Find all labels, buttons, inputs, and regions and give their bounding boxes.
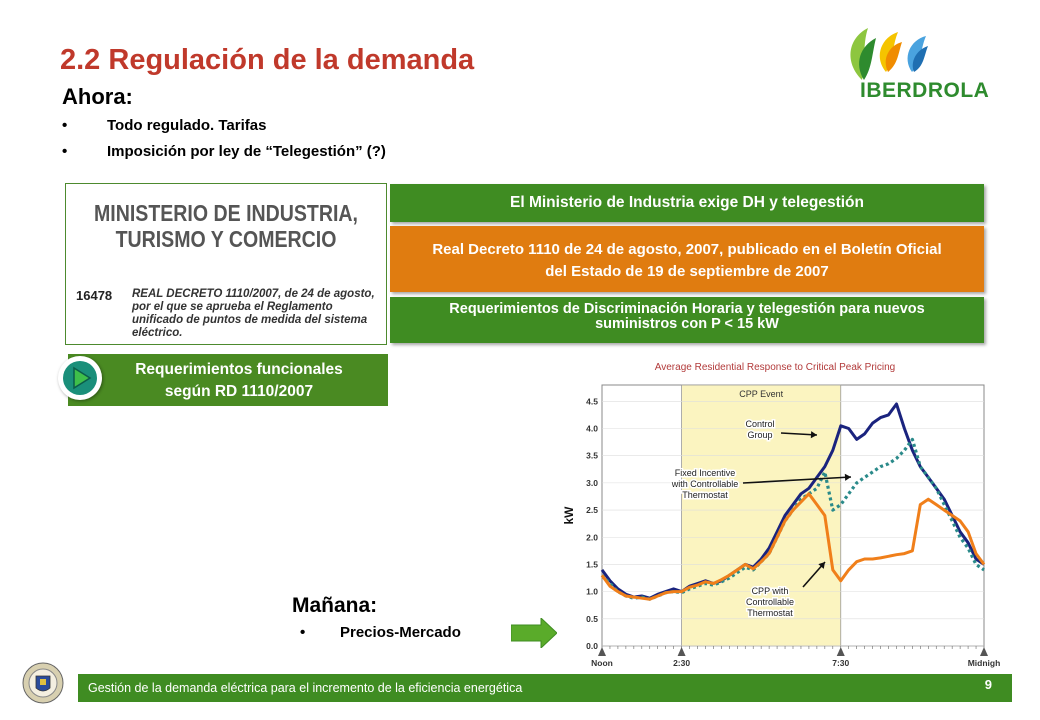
slide-title: 2.2 Regulación de la demanda xyxy=(60,44,475,76)
x-marker-triangle xyxy=(980,647,988,656)
y-tick-label: 0.0 xyxy=(586,641,598,651)
x-marker-triangle xyxy=(677,647,686,656)
x-marker-label: Noon xyxy=(591,658,613,668)
y-tick-label: 3.0 xyxy=(586,478,598,488)
now-bullet-text-2: Imposición por ley de “Telegestión” (?) xyxy=(107,143,386,160)
right-arrow-icon xyxy=(511,618,557,648)
footer-text: Gestión de la demanda eléctrica para el … xyxy=(88,681,523,695)
cpp-response-chart: Average Residential Response to Critical… xyxy=(562,362,1001,668)
y-tick-label: 4.0 xyxy=(586,424,598,434)
annotation-fixed-arrow-head xyxy=(844,473,851,481)
now-bullet-text-1: Todo regulado. Tarifas xyxy=(107,117,267,134)
bullet-marker: • xyxy=(62,117,68,134)
annotation-fixed-incentive-line: with Controllable xyxy=(671,479,739,489)
annotation-cpp-arrow-head xyxy=(818,562,825,569)
functional-requirements-button[interactable]: Requerimientos funcionales según RD 1110… xyxy=(68,354,388,406)
tomorrow-heading: Mañana: xyxy=(292,594,378,617)
now-bullet-1: • Todo regulado. Tarifas xyxy=(62,117,266,134)
play-arrow-icon[interactable] xyxy=(58,356,102,400)
y-tick-label: 2.0 xyxy=(586,532,598,542)
decree-text: REAL DECRETO 1110/2007, de 24 de agosto,… xyxy=(132,288,375,339)
ministry-title-line1: MINISTERIO DE INDUSTRIA, xyxy=(94,200,358,226)
banner-ministry-requirement: El Ministerio de Industria exige DH y te… xyxy=(390,184,984,222)
annotation-cpp-line: Controllable xyxy=(746,597,794,607)
page-number: 9 xyxy=(984,677,992,692)
footer-bar: Gestión de la demanda eléctrica para el … xyxy=(78,674,1012,702)
annotation-cpp-line: CPP with xyxy=(752,586,789,596)
annotation-control-group-line: Group xyxy=(747,430,772,440)
series-line-3 xyxy=(600,492,986,601)
banner-royal-decree: Real Decreto 1110 de 24 de agosto, 2007,… xyxy=(390,226,984,292)
bullet-marker: • xyxy=(62,143,68,160)
x-marker-label: 2:30 xyxy=(673,658,690,668)
bullet-marker: • xyxy=(300,624,306,641)
annotation-control-arrow-head xyxy=(810,431,817,439)
annotation-fixed-incentive-line: Thermostat xyxy=(682,490,728,500)
annotation-fixed-incentive-line: Fixed Incentive xyxy=(675,468,736,478)
x-marker-label: 7:30 xyxy=(832,658,849,668)
functional-requirements-label: Requerimientos funcionales según RD 1110… xyxy=(90,359,388,403)
tomorrow-bullet-text: Precios-Mercado xyxy=(340,624,461,641)
iberdrola-wordmark: IBERDROLA xyxy=(860,79,990,102)
ministry-title-line2: TURISMO Y COMERCIO xyxy=(115,226,337,252)
cpp-event-label: CPP Event xyxy=(739,389,783,399)
y-tick-label: 1.5 xyxy=(586,559,598,569)
functional-requirements-line2: según RD 1110/2007 xyxy=(164,383,314,400)
annotation-cpp-line: Thermostat xyxy=(747,608,793,618)
y-tick-label: 4.5 xyxy=(586,396,598,406)
y-tick-label: 0.5 xyxy=(586,614,598,624)
now-heading: Ahora: xyxy=(62,84,133,109)
leaves-icon xyxy=(850,28,928,80)
ministry-title: MINISTERIO DE INDUSTRIA, TURISMO Y COMER… xyxy=(90,200,362,252)
annotation-control-group-line: Control xyxy=(745,419,774,429)
x-marker-label: Midnigh xyxy=(968,658,1001,668)
banner-requirements: Requerimientos de Discriminación Horaria… xyxy=(390,297,984,343)
decree-number: 16478 xyxy=(76,288,113,303)
chart-title: Average Residential Response to Critical… xyxy=(655,362,896,373)
tomorrow-bullet: • Precios-Mercado xyxy=(300,624,461,641)
y-axis-label: kW xyxy=(562,506,576,525)
y-tick-label: 2.5 xyxy=(586,505,598,515)
x-marker-triangle xyxy=(598,647,606,656)
functional-requirements-line1: Requerimientos funcionales xyxy=(135,361,343,378)
annotation-fixed-arrow xyxy=(742,476,852,484)
annotation-control-arrow xyxy=(780,432,818,436)
iberdrola-logo: IBERDROLA xyxy=(840,24,1008,106)
y-tick-label: 1.0 xyxy=(586,587,598,597)
x-marker-triangle xyxy=(836,647,845,656)
y-tick-label: 3.5 xyxy=(586,451,598,461)
ministry-document-image: MINISTERIO DE INDUSTRIA, TURISMO Y COMER… xyxy=(65,183,387,345)
now-bullet-2: • Imposición por ley de “Telegestión” (?) xyxy=(62,143,386,160)
university-seal-icon xyxy=(22,662,64,704)
